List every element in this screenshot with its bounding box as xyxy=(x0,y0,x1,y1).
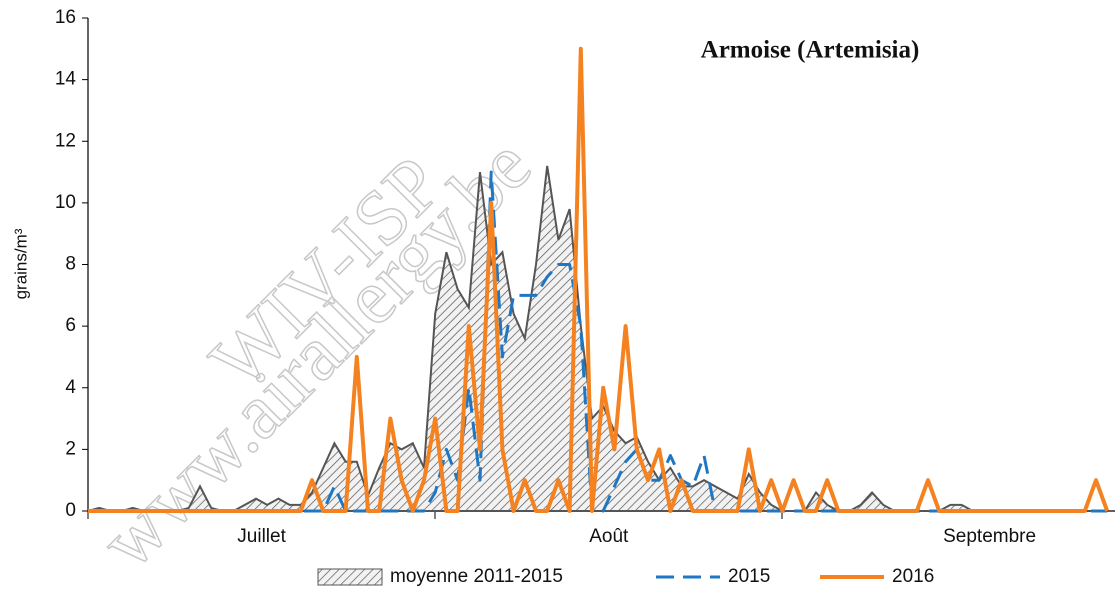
legend-label: 2015 xyxy=(728,566,770,587)
legend-swatch xyxy=(317,568,383,586)
x-tick-label: Août xyxy=(589,526,629,547)
y-tick-label: 6 xyxy=(65,315,76,336)
y-tick-label: 14 xyxy=(55,69,77,90)
y-tick-label: 10 xyxy=(55,192,76,213)
y-tick-label: 0 xyxy=(65,500,76,521)
y-tick-label: 8 xyxy=(65,254,76,275)
legend: moyenne 2011-2015 2015 2016 xyxy=(317,566,934,587)
line xyxy=(88,46,1110,513)
y-axis-label: grains/m³ xyxy=(11,228,30,299)
y-tick-label: 16 xyxy=(55,7,76,28)
legend-label: 2016 xyxy=(892,566,934,587)
legend-label: moyenne 2011-2015 xyxy=(390,566,563,587)
x-tick-label: Juillet xyxy=(237,526,286,547)
y-tick-label: 12 xyxy=(55,130,76,151)
chart-title: Armoise (Artemisia) xyxy=(701,37,920,64)
x-tick-label: Septembre xyxy=(943,526,1036,547)
y-tick-label: 2 xyxy=(65,438,76,459)
y-tick-label: 4 xyxy=(65,377,76,398)
